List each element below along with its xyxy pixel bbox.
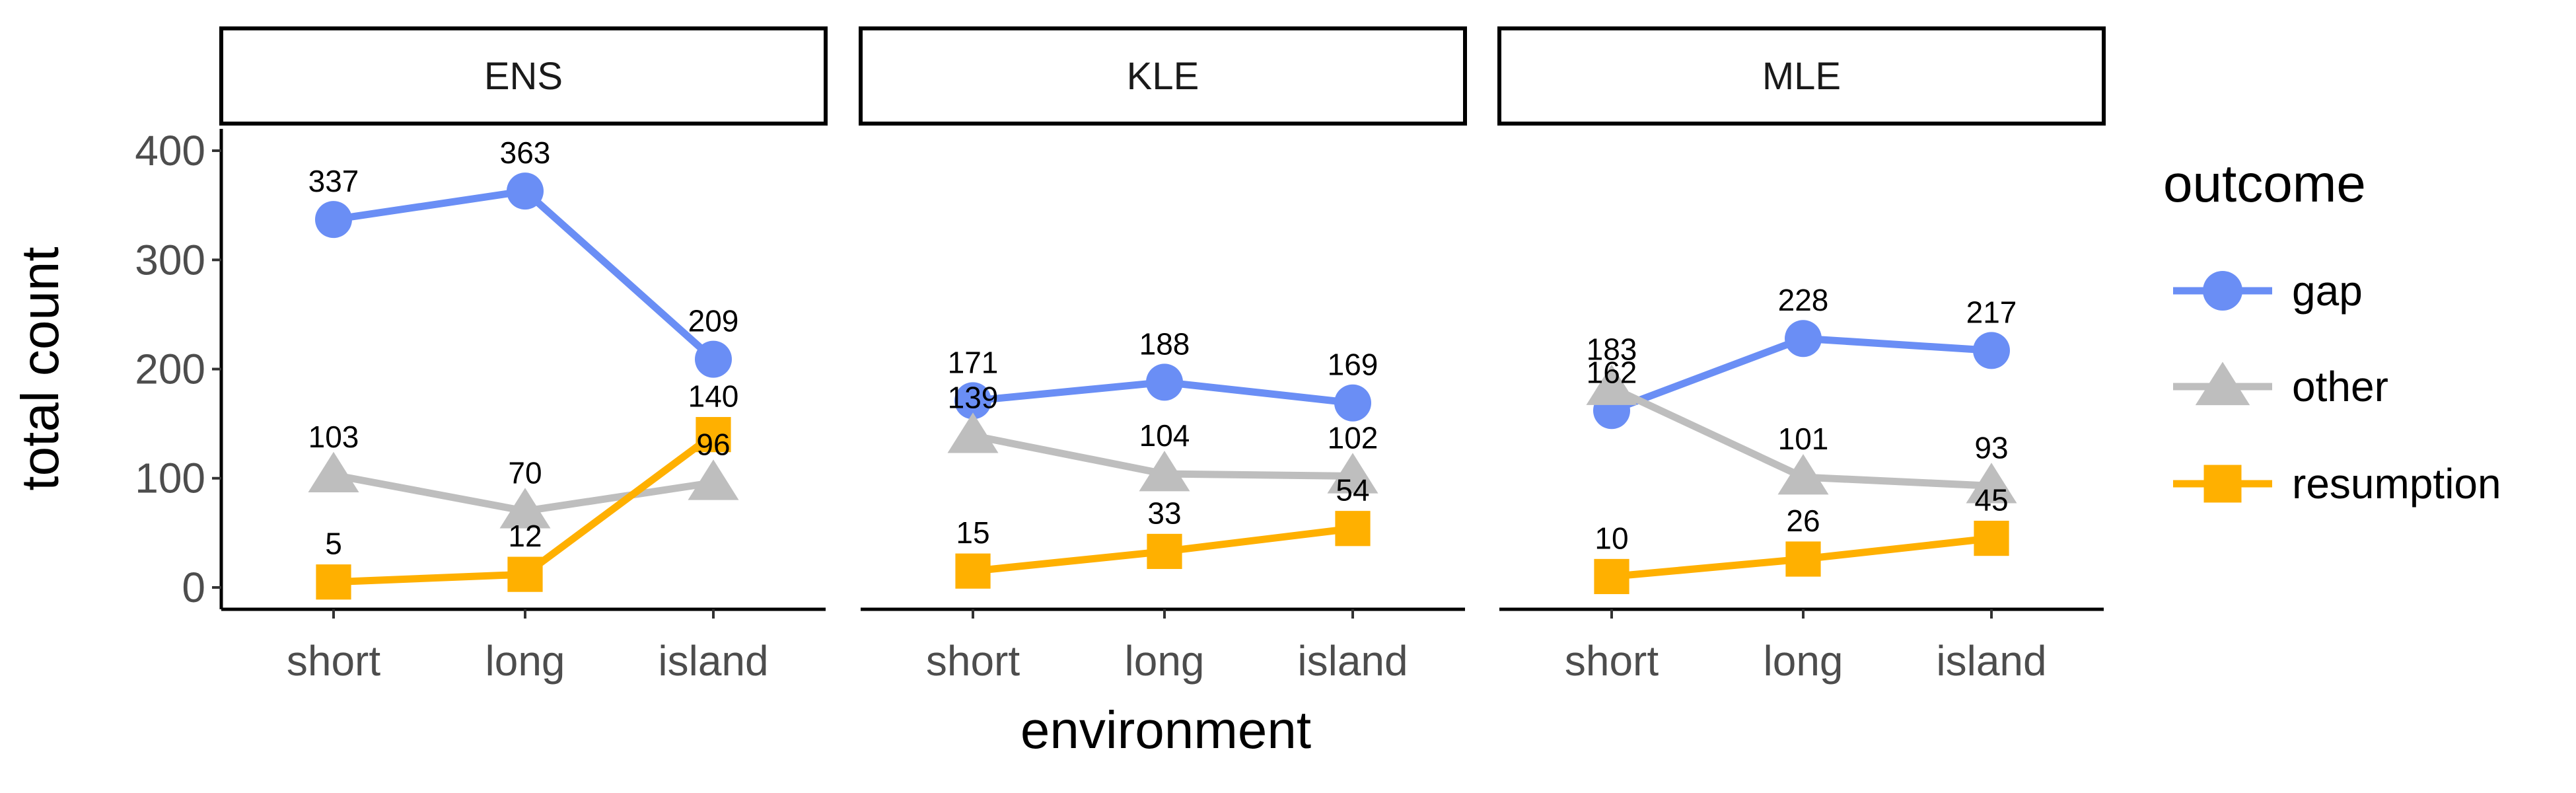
data-point-resumption <box>955 553 991 589</box>
data-point-other <box>1327 453 1378 494</box>
data-point-resumption <box>1785 541 1821 577</box>
data-point-gap <box>507 172 544 210</box>
y-axis: 0 100 200 300 400 <box>135 127 223 611</box>
data-point-other <box>1139 451 1190 492</box>
data-label-resumption: 33 <box>1147 496 1181 530</box>
x-tick-label: short <box>926 637 1020 685</box>
data-point-resumption <box>507 556 543 592</box>
series-group: 337 363 209 103 70 96 5 12 140 <box>308 135 739 600</box>
data-label-other: 96 <box>696 427 730 461</box>
y-tick-label: 200 <box>135 346 205 393</box>
data-label-other: 101 <box>1778 422 1829 456</box>
data-label-other: 139 <box>948 380 999 414</box>
x-tick-label: short <box>287 637 381 685</box>
data-point-gap <box>1334 384 1371 422</box>
legend-item-gap: gap <box>2173 267 2363 315</box>
data-point-other <box>1586 364 1637 405</box>
y-axis-title: total count <box>11 246 69 490</box>
data-point-gap <box>1973 332 2010 369</box>
data-point-other <box>499 488 551 529</box>
legend-label: other <box>2292 363 2388 410</box>
data-label-gap: 171 <box>948 345 999 379</box>
data-point-resumption <box>1594 558 1629 595</box>
series-line-gap <box>333 187 716 362</box>
data-point-gap <box>954 382 991 420</box>
data-point-resumption <box>1147 533 1182 570</box>
series-group: 162 228 217 183 101 93 10 26 45 <box>1586 283 2017 595</box>
data-label-resumption: 12 <box>508 519 542 553</box>
data-label-gap: 337 <box>308 164 359 198</box>
data-point-other <box>1777 454 1829 495</box>
legend-key-marker <box>2195 361 2250 406</box>
legend-title: outcome <box>2163 154 2366 213</box>
data-point-other <box>308 451 359 493</box>
panels: ENS short long island 337 363 209 103 70 96 5 12 140… <box>219 26 2106 685</box>
legend-label: gap <box>2292 267 2363 315</box>
data-label-other: 102 <box>1328 420 1378 455</box>
data-label-resumption: 10 <box>1594 521 1628 555</box>
data-point-other <box>1966 463 2017 504</box>
data-label-gap: 162 <box>1587 355 1637 389</box>
data-label-resumption: 54 <box>1336 473 1369 508</box>
data-label-other: 183 <box>1587 332 1637 367</box>
data-point-resumption <box>1335 511 1371 547</box>
data-label-gap: 188 <box>1139 326 1190 361</box>
data-point-other <box>688 459 739 500</box>
x-tick-label: island <box>658 637 768 685</box>
data-label-resumption: 26 <box>1786 504 1820 538</box>
x-tick-label: island <box>1936 637 2046 685</box>
panel-kle: KLE short long island 171 188 169 139 104 102 15 33… <box>859 26 1467 685</box>
x-tick-label: short <box>1565 637 1659 685</box>
x-tick-label: long <box>1125 637 1205 685</box>
y-tick-label: 100 <box>135 455 205 502</box>
legend-item-other: other <box>2173 361 2388 410</box>
data-label-other: 104 <box>1139 418 1190 453</box>
facet-strip-label: MLE <box>1762 55 1841 98</box>
y-tick-label: 300 <box>135 236 205 283</box>
facet-strip-label: ENS <box>484 55 563 98</box>
panel-ens: ENS short long island 337 363 209 103 70 96 5 12 140 <box>219 26 828 685</box>
data-label-gap: 169 <box>1328 348 1378 382</box>
data-point-gap <box>1785 320 1822 358</box>
legend-item-resumption: resumption <box>2173 460 2501 508</box>
facet-strip-label: KLE <box>1127 55 1199 98</box>
data-point-gap <box>315 201 352 239</box>
data-point-other <box>947 412 999 453</box>
legend-key-marker <box>2203 465 2242 503</box>
legend-key-marker <box>2203 271 2242 311</box>
data-label-other: 93 <box>1974 430 2008 465</box>
data-label-gap: 209 <box>688 304 739 338</box>
x-axis-title: environment <box>1020 700 1311 759</box>
y-tick-label: 400 <box>135 127 205 174</box>
data-label-gap: 363 <box>500 135 551 170</box>
x-tick-label: long <box>485 637 565 685</box>
data-label-resumption: 15 <box>956 515 989 550</box>
data-point-gap <box>1146 363 1183 401</box>
data-label-resumption: 45 <box>1974 483 2008 517</box>
data-point-resumption <box>1974 521 2009 556</box>
legend-label: resumption <box>2292 460 2501 508</box>
data-point-resumption <box>696 417 731 453</box>
data-label-gap: 217 <box>1966 295 2017 329</box>
data-label-resumption: 140 <box>688 379 739 414</box>
facet-strip <box>219 26 828 126</box>
x-tick-label: island <box>1297 637 1408 685</box>
facet-strip <box>859 26 1467 126</box>
x-tick-label: long <box>1764 637 1843 685</box>
data-label-gap: 228 <box>1778 283 1829 317</box>
data-label-other: 70 <box>508 455 542 490</box>
data-point-gap <box>695 340 732 378</box>
facet-strip <box>1497 26 2106 126</box>
data-label-resumption: 5 <box>325 527 342 561</box>
panel-mle: MLE short long island 162 228 217 183 101 93 10 26 4… <box>1497 26 2106 685</box>
series-group: 171 188 169 139 104 102 15 33 54 <box>947 326 1378 589</box>
y-tick-label: 0 <box>182 564 205 611</box>
data-label-other: 103 <box>308 420 359 454</box>
legend: outcome gap other resumption <box>2163 154 2501 508</box>
data-point-resumption <box>316 564 351 600</box>
